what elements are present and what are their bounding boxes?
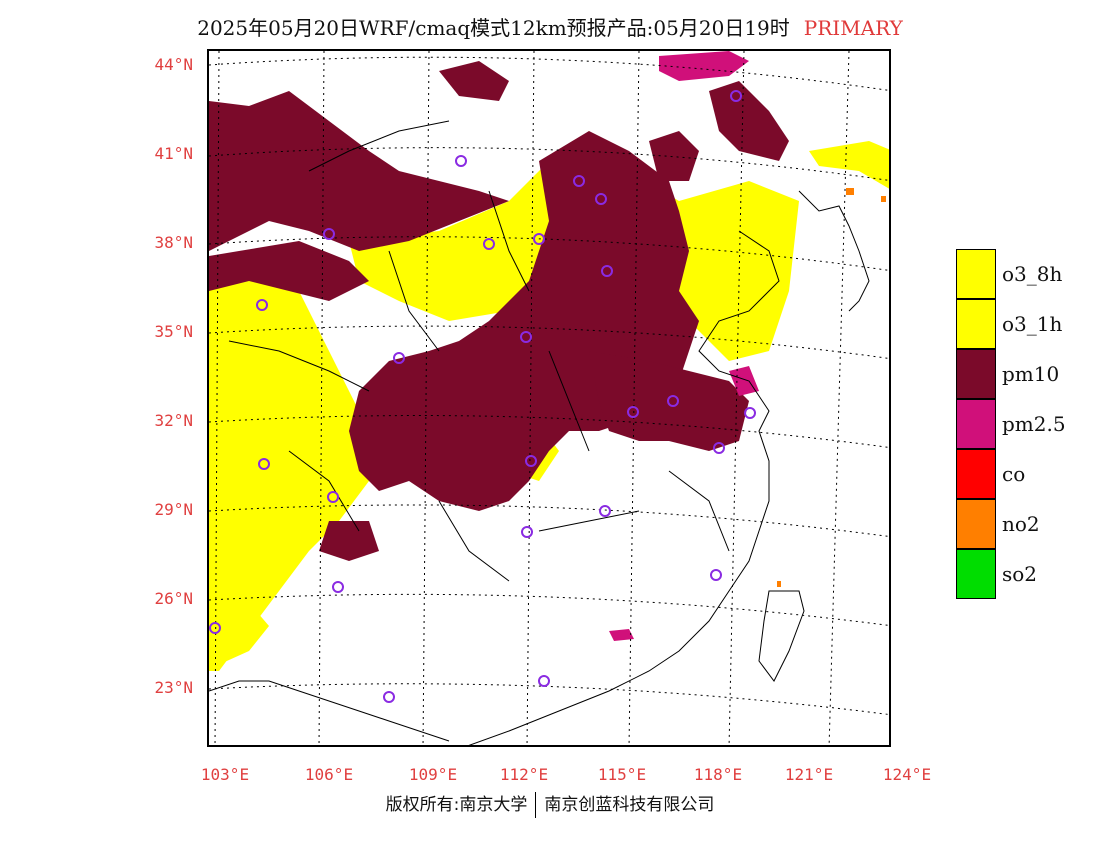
lon-label-115: 115°E	[597, 765, 647, 784]
lon-label-121: 121°E	[784, 765, 834, 784]
legend-swatch	[956, 299, 996, 349]
legend-label: so2	[1002, 562, 1038, 586]
primary-badge: PRIMARY	[803, 16, 903, 40]
station-markers	[209, 90, 756, 703]
lon-label-106: 106°E	[304, 765, 354, 784]
lat-label-41: 41°N	[154, 144, 193, 163]
legend-label: pm10	[1002, 362, 1060, 386]
legend-swatch	[956, 399, 996, 449]
map-canvas	[209, 51, 889, 745]
copyright-right: 南京创蓝科技有限公司	[544, 795, 715, 815]
lat-label-35: 35°N	[154, 322, 193, 341]
legend-swatch	[956, 249, 996, 299]
footer-divider	[535, 792, 537, 818]
lat-label-32: 32°N	[154, 411, 193, 430]
legend-swatch	[956, 499, 996, 549]
lat-label-44: 44°N	[154, 55, 193, 74]
copyright-left: 版权所有:南京大学	[385, 795, 528, 815]
graticule	[209, 51, 889, 745]
lon-label-124: 124°E	[882, 765, 932, 784]
title-text: 2025年05月20日WRF/cmaq模式12km预报产品:05月20日19时	[197, 16, 790, 40]
legend-label: o3_8h	[1002, 262, 1063, 286]
lon-label-118: 118°E	[693, 765, 743, 784]
lat-label-23: 23°N	[154, 678, 193, 697]
lon-label-109: 109°E	[408, 765, 458, 784]
pm25-region	[609, 51, 759, 641]
legend-swatch	[956, 449, 996, 499]
no2-region	[777, 188, 886, 587]
legend-label: co	[1002, 462, 1026, 486]
lon-label-103: 103°E	[200, 765, 250, 784]
legend-label: pm2.5	[1002, 412, 1066, 436]
legend-swatch	[956, 549, 996, 599]
legend-swatch	[956, 349, 996, 399]
lon-label-112: 112°E	[499, 765, 549, 784]
lat-label-38: 38°N	[154, 233, 193, 252]
copyright-footer: 版权所有:南京大学 南京创蓝科技有限公司	[0, 790, 1100, 818]
map-title: 2025年05月20日WRF/cmaq模式12km预报产品:05月20日19时 P…	[0, 12, 1100, 41]
legend-label: no2	[1002, 512, 1040, 536]
lat-label-26: 26°N	[154, 589, 193, 608]
forecast-map	[207, 49, 891, 747]
lat-label-29: 29°N	[154, 500, 193, 519]
boundary-lines	[209, 120, 870, 745]
legend-label: o3_1h	[1002, 312, 1063, 336]
